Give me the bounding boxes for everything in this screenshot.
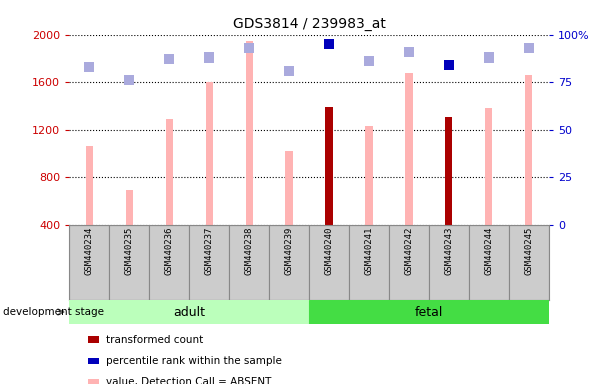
Point: [364, 58, 374, 64]
Point: [84, 64, 94, 70]
FancyBboxPatch shape: [509, 225, 549, 300]
Bar: [285, 151, 292, 225]
Bar: [365, 126, 373, 225]
Bar: [125, 190, 133, 225]
Text: GSM440235: GSM440235: [125, 227, 134, 275]
Bar: [69, 300, 309, 324]
FancyBboxPatch shape: [229, 225, 269, 300]
Text: GSM440238: GSM440238: [245, 227, 254, 275]
Text: GSM440237: GSM440237: [204, 227, 213, 275]
Text: fetal: fetal: [415, 306, 443, 318]
Text: GSM440244: GSM440244: [484, 227, 493, 275]
Bar: [525, 75, 532, 225]
Text: percentile rank within the sample: percentile rank within the sample: [106, 356, 282, 366]
Point: [165, 56, 174, 62]
Point: [484, 54, 494, 60]
Bar: [86, 146, 93, 225]
Point: [284, 68, 294, 74]
Point: [444, 62, 453, 68]
Bar: [326, 107, 333, 225]
Bar: [245, 40, 253, 225]
Text: GSM440242: GSM440242: [405, 227, 414, 275]
FancyBboxPatch shape: [429, 225, 469, 300]
Bar: [405, 73, 412, 225]
FancyBboxPatch shape: [109, 225, 150, 300]
Bar: [309, 300, 549, 324]
Text: value, Detection Call = ABSENT: value, Detection Call = ABSENT: [106, 377, 271, 384]
Bar: [206, 82, 213, 225]
Point: [204, 54, 214, 60]
Bar: [166, 119, 173, 225]
FancyBboxPatch shape: [469, 225, 509, 300]
Text: adult: adult: [173, 306, 205, 318]
Text: GSM440245: GSM440245: [524, 227, 533, 275]
FancyBboxPatch shape: [150, 225, 189, 300]
Text: transformed count: transformed count: [106, 335, 203, 345]
FancyBboxPatch shape: [189, 225, 229, 300]
Text: GSM440243: GSM440243: [444, 227, 453, 275]
Text: GSM440241: GSM440241: [364, 227, 373, 275]
Point: [244, 45, 254, 51]
FancyBboxPatch shape: [349, 225, 389, 300]
Title: GDS3814 / 239983_at: GDS3814 / 239983_at: [233, 17, 385, 31]
Text: GSM440236: GSM440236: [165, 227, 174, 275]
Point: [324, 41, 334, 47]
Text: development stage: development stage: [3, 307, 104, 317]
Point: [404, 49, 414, 55]
Text: GSM440240: GSM440240: [324, 227, 333, 275]
Text: GSM440234: GSM440234: [85, 227, 94, 275]
FancyBboxPatch shape: [309, 225, 349, 300]
Point: [124, 77, 134, 83]
Point: [524, 45, 534, 51]
FancyBboxPatch shape: [69, 225, 109, 300]
Text: GSM440239: GSM440239: [285, 227, 294, 275]
Bar: [485, 108, 493, 225]
FancyBboxPatch shape: [269, 225, 309, 300]
Bar: [445, 116, 452, 225]
FancyBboxPatch shape: [389, 225, 429, 300]
